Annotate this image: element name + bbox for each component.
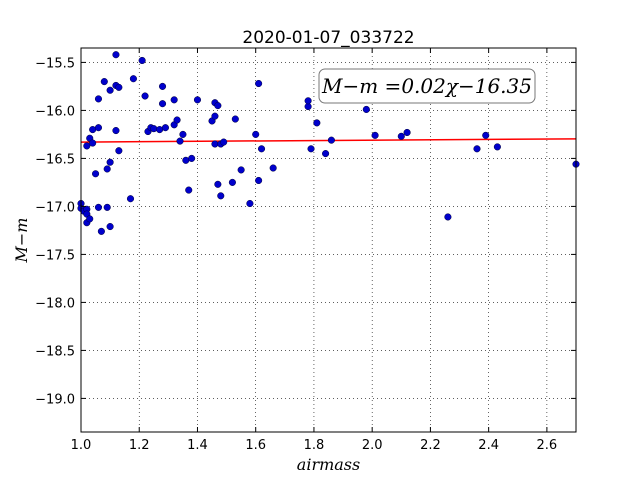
annotation-box [318,68,536,104]
data-point [94,203,103,211]
data-point [150,125,158,133]
data-point [252,130,260,138]
data-point [228,178,236,186]
data-point [473,145,481,153]
data-point [255,176,263,185]
data-point [214,180,222,188]
y-tick-label: −17.0 [35,200,75,215]
data-point [493,143,501,151]
data-point [129,75,137,83]
data-point [237,166,245,174]
x-tick-labels: 1.0 1.2 1.4 1.6 1.8 2.0 2.2 2.4 2.6 [71,438,558,453]
data-point [138,56,146,65]
data-point [269,164,277,172]
data-points [77,51,580,235]
y-tick-label: −17.5 [35,248,75,263]
x-tick-label: 1.4 [187,438,208,453]
data-point [92,170,100,178]
data-point [106,223,114,231]
data-point [304,97,312,105]
data-point [126,195,135,203]
data-point [214,102,222,110]
x-tick-label: 1.2 [129,438,150,453]
data-point [112,51,120,59]
data-point [141,92,149,100]
data-point [188,154,196,162]
axis-ticks [80,48,576,432]
data-point [161,124,169,132]
y-tick-label: −18.5 [35,344,75,359]
y-axis-label: M−m [12,218,31,264]
chart-title: 2020-01-07_033722 [242,28,414,48]
plot-frame [80,47,577,433]
data-point [158,100,167,108]
data-point [106,158,114,166]
data-point [103,203,111,211]
data-point [94,124,103,132]
x-tick-label: 2.2 [420,438,441,453]
x-tick-label: 1.6 [245,438,266,453]
data-point [185,186,193,194]
data-point [103,165,111,173]
data-point [257,145,266,153]
data-point [97,227,105,235]
data-point [170,96,178,104]
data-point [403,128,411,137]
data-point [83,142,91,150]
y-tick-label: −15.5 [35,56,75,71]
annotation-text: M−m =0.02χ−16.35 [321,74,532,98]
data-point [397,132,405,140]
data-point [255,79,263,88]
data-point [94,95,103,103]
data-point [106,86,114,94]
x-tick-label: 1.0 [71,438,92,453]
data-point [322,150,330,158]
y-tick-labels: −15.5 −16.0 −16.5 −17.0 −17.5 −18.0 −18.5 −19.0 [35,56,75,407]
data-point [86,215,94,223]
grid [81,48,576,432]
y-tick-label: −16.5 [35,152,75,167]
data-point [220,138,228,146]
data-point [173,116,181,124]
data-point [231,115,239,123]
data-point [313,119,321,127]
data-point [444,213,452,221]
x-axis-label: airmass [297,455,360,474]
data-point [246,199,254,208]
data-point [362,105,370,113]
data-point [179,130,187,138]
y-tick-label: −18.0 [35,296,75,311]
x-tick-label: 1.8 [304,438,325,453]
data-point [371,131,379,139]
data-point [176,137,184,145]
x-tick-label: 2.6 [537,438,558,453]
y-tick-label: −19.0 [35,392,75,407]
data-point [89,139,97,147]
data-point [211,112,219,120]
data-point [158,82,167,90]
y-tick-label: −16.0 [35,104,75,119]
data-point [100,78,108,86]
x-tick-label: 2.4 [478,438,499,453]
data-point [115,147,123,155]
data-point [193,96,202,104]
x-tick-label: 2.0 [362,438,383,453]
data-point [307,145,315,153]
data-point [112,127,120,135]
data-point [115,83,123,91]
data-point [217,192,225,200]
data-point [327,136,335,144]
data-point [482,131,490,139]
